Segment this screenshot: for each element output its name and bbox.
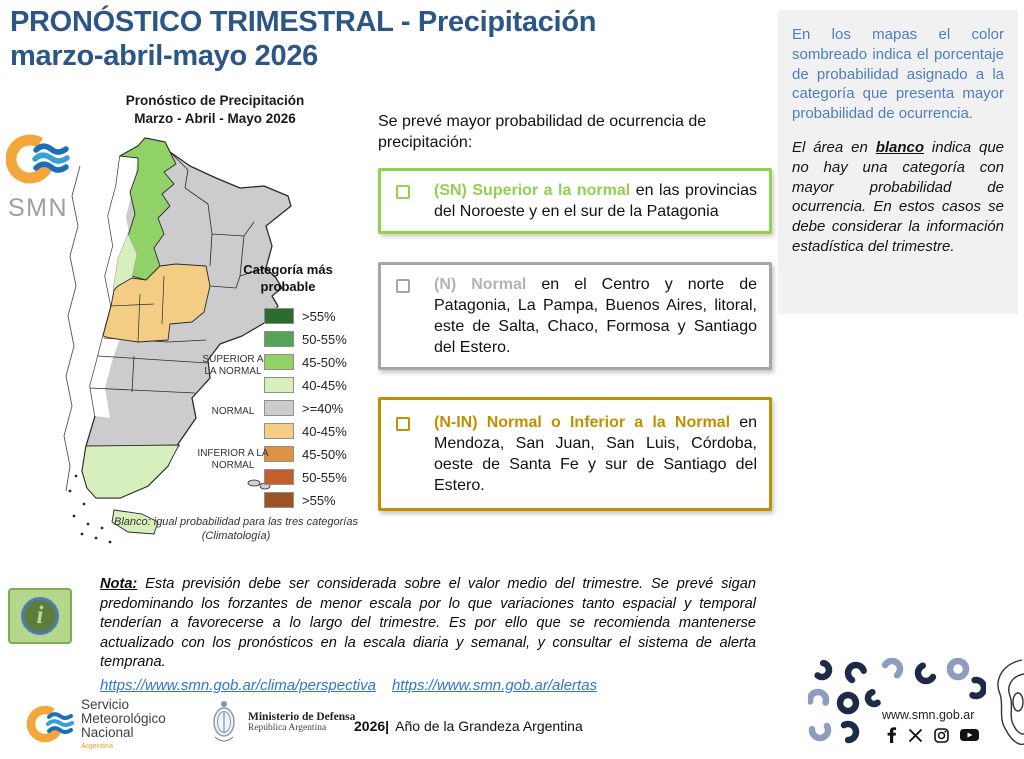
map-region-cuyo-orange (102, 263, 211, 343)
intro-text: Se prevé mayor probabilidad de ocurrenci… (378, 113, 707, 151)
page-title: PRONÓSTICO TRIMESTRAL - Precipitación ma… (10, 6, 772, 73)
argentina-forecast-map (63, 137, 292, 544)
legend-label: >55% (302, 308, 336, 324)
legend-row: 45-50% (264, 351, 372, 374)
legend-row: 45-50% (264, 443, 372, 466)
legend-label: 40-45% (302, 423, 347, 439)
map-region-tierradelfuego (111, 509, 159, 535)
nota-label: Nota: (100, 576, 138, 592)
footer-year-motto: 2026| Año de la Grandeza Argentina (354, 718, 583, 734)
legend-row: 40-45% (264, 374, 372, 397)
decorative-arcs (808, 658, 986, 744)
legend-swatch (264, 331, 294, 348)
map-title: Pronóstico de Precipitación Marzo - Abri… (125, 93, 305, 126)
map-region-santacruz-lightgreen (81, 444, 180, 499)
legend-title: Categoría más probable (243, 262, 333, 294)
info-panel-paragraph-2: El área en blanco indica que no hay una … (792, 138, 1005, 255)
legend-swatch (264, 492, 294, 509)
forecast-box-normal-inferior: (N-IN) Normal o Inferior a la Normal en … (378, 397, 772, 512)
contour-decoration (997, 659, 1024, 746)
checkbox-icon (396, 185, 410, 199)
perspectiva-link[interactable]: https://www.smn.gob.ar/clima/perspectiva (100, 676, 376, 694)
map-footnote: Blanco: igual probabilidad para las tres… (114, 516, 358, 542)
legend-label: 50-55% (302, 469, 347, 485)
smn-logo: SMN (5, 131, 80, 223)
info-icon-circle (21, 597, 59, 635)
legend-normal-label: NORMAL (211, 406, 255, 417)
chile-islands (68, 474, 112, 544)
alertas-link[interactable]: https://www.smn.gob.ar/alertas (391, 676, 598, 694)
legend-swatch (264, 400, 294, 417)
youtube-icon[interactable] (960, 728, 979, 742)
footer-ministry-text: Ministerio de Defensa República Argentin… (248, 711, 356, 733)
blanco-highlight: blanco (875, 138, 925, 156)
smn-logo-icon (5, 134, 70, 184)
info-icon (8, 588, 72, 644)
forecast-box-superior-text: (SN) Superior a la normal en las provinc… (434, 182, 757, 221)
legend-row: 50-55% (264, 328, 372, 351)
ministry-coat-of-arms-icon (213, 701, 235, 742)
nota-text: Esta previsión debe ser considerada sobr… (100, 576, 757, 671)
map-region-white-andes-south (90, 336, 121, 418)
legend-inferior-label: INFERIOR A LA NORMAL (197, 448, 269, 471)
nota-block: Nota: Esta previsión debe ser considerad… (100, 575, 756, 696)
legend-row: 40-45% (264, 420, 372, 443)
nota-links: https://www.smn.gob.ar/clima/perspectiva… (100, 676, 756, 697)
legend-swatch (264, 308, 294, 325)
legend-swatch (264, 423, 294, 440)
legend-label: 45-50% (302, 446, 347, 462)
info-panel-paragraph-1: En los mapas el color sombreado indica e… (792, 26, 1004, 123)
legend-rows: >55% 50-55% 45-50% 40-45% >=40% 40-45% 4… (208, 305, 372, 512)
legend-superior-label: SUPERIOR A LA NORMAL (202, 354, 264, 377)
legend-swatch (264, 446, 294, 463)
checkbox-icon (396, 279, 410, 293)
social-icons (886, 727, 979, 743)
forecast-box-normal: (N) Normal en el Centro y norte de Patag… (378, 262, 772, 371)
checkbox-icon (396, 417, 410, 431)
forecast-box-normal-inferior-text: (N-IN) Normal o Inferior a la Normal en … (434, 414, 757, 495)
footer-smn-country: Argentina (81, 740, 114, 750)
x-icon[interactable] (908, 728, 923, 743)
precipitation-map-panel: Pronóstico de Precipitación Marzo - Abri… (58, 92, 372, 558)
legend-swatch (264, 354, 294, 371)
instagram-icon[interactable] (934, 727, 949, 743)
smn-logo-text: SMN (8, 194, 69, 222)
cuyo-province-borders (109, 275, 165, 343)
map-region-white-andes (103, 156, 138, 336)
legend-label: >55% (302, 492, 336, 508)
legend-row: >=40% (264, 397, 372, 420)
forecast-box-superior: (SN) Superior a la normal en las provinc… (378, 168, 772, 235)
legend-row: >55% (264, 489, 372, 512)
legend-swatch (264, 377, 294, 394)
forecast-box-normal-text: (N) Normal en el Centro y norte de Patag… (434, 276, 758, 357)
footer-ministry: Ministerio de Defensa República Argentin… (210, 698, 355, 746)
legend-swatch (264, 469, 294, 486)
chile-coastline (63, 165, 81, 492)
legend-row: >55% (264, 305, 372, 328)
info-panel: En los mapas el color sombreado indica e… (778, 10, 1018, 314)
smn-logo-icon-small (26, 705, 74, 742)
page-title-line2: marzo-abril-mayo 2026 (10, 39, 318, 72)
legend-label: 50-55% (302, 331, 347, 347)
legend-row: 50-55% (264, 466, 372, 489)
legend-label: >=40% (302, 400, 344, 416)
legend-label: 45-50% (302, 354, 347, 370)
footer-smn-name: Servicio Meteorológico Nacional Argentin… (81, 697, 166, 750)
page-title-line1: PRONÓSTICO TRIMESTRAL - Precipitación (10, 6, 597, 38)
footer-smn-logo: Servicio Meteorológico Nacional Argentin… (26, 697, 166, 750)
legend-label: 40-45% (302, 377, 347, 393)
facebook-icon[interactable] (886, 727, 897, 743)
website-url[interactable]: www.smn.gob.ar (882, 708, 975, 722)
map-legend: Categoría más probable >55% 50-55% 45-50… (197, 262, 372, 512)
